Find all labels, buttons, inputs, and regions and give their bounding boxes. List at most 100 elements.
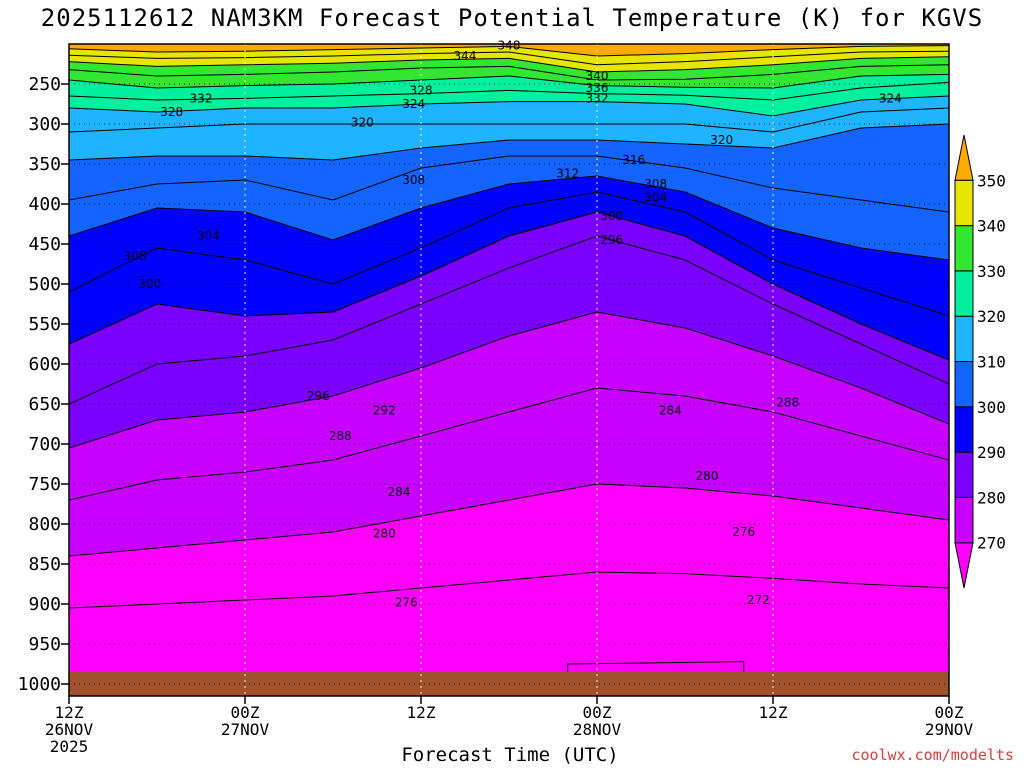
contour-label: 284 [659, 403, 682, 417]
y-tick-label: 900 [28, 594, 61, 615]
contour-label: 272 [747, 593, 770, 607]
colorbar-label: 340 [977, 217, 1006, 236]
colorbar-swatch [954, 315, 974, 362]
contour-line [69, 571, 949, 609]
contour-label: 300 [138, 277, 161, 291]
x-tick-label: 27NOV [221, 720, 270, 739]
contour-label: 288 [776, 395, 799, 409]
x-tick-label: 2025 [50, 737, 89, 756]
contour-line [69, 175, 949, 261]
contour-label: 280 [696, 469, 719, 483]
contour-label: 348 [498, 39, 521, 53]
y-tick-label: 700 [28, 434, 61, 455]
colorbar-legend: 270 280 290 300 310 320 330 340 350 [954, 134, 1006, 589]
colorbar-label: 300 [977, 398, 1006, 417]
contour-label: 308 [402, 173, 425, 187]
y-tick-label: 750 [28, 474, 61, 495]
contour-label: 328 [410, 83, 433, 97]
temperature-band [69, 312, 949, 556]
colorbar-swatch [954, 406, 974, 453]
contour-label: 328 [160, 105, 183, 119]
y-tick-label: 600 [28, 354, 61, 375]
y-tick-label: 650 [28, 394, 61, 415]
y-tick-label: 1000 [18, 674, 61, 695]
contour-label: 280 [373, 527, 396, 541]
contour-label: 320 [710, 133, 733, 147]
x-tick-label: 00Z [231, 703, 260, 722]
colorbar-swatch [954, 542, 974, 589]
contour-label: 304 [644, 191, 667, 205]
colorbar-label: 330 [977, 262, 1006, 281]
contour-label: 300 [600, 209, 623, 223]
x-tick-label: 12Z [407, 703, 436, 722]
contour-label: 340 [586, 69, 609, 83]
colorbar-label: 270 [977, 534, 1006, 553]
y-tick-label: 300 [28, 114, 61, 135]
colorbar-label: 350 [977, 171, 1006, 190]
contour-label: 276 [395, 595, 418, 609]
y-tick-label: 950 [28, 634, 61, 655]
colorbar-label: 290 [977, 443, 1006, 462]
contour-label: 344 [454, 49, 477, 63]
contour-line [69, 191, 949, 317]
contour-line [69, 50, 949, 66]
contour-label: 308 [644, 177, 667, 191]
contour-line [69, 81, 949, 101]
colorbar-label: 280 [977, 488, 1006, 507]
contour-line [69, 211, 949, 361]
contour-label: 292 [373, 403, 396, 417]
y-tick-label: 250 [28, 74, 61, 95]
colorbar-swatch [954, 225, 974, 272]
contour-line [69, 95, 949, 117]
colorbar-label: 310 [977, 353, 1006, 372]
contour-line [69, 387, 949, 501]
y-tick-label: 850 [28, 554, 61, 575]
contour-label: 288 [329, 429, 352, 443]
contour-label: 312 [556, 167, 579, 181]
colorbar-swatch [954, 134, 974, 181]
credit-link[interactable]: coolwx.com/modelts [851, 746, 1014, 764]
contour-label: 276 [732, 525, 755, 539]
colorbar-swatch [954, 451, 974, 498]
contour-line [69, 64, 949, 81]
temperature-band [69, 484, 949, 696]
contour-label: 336 [586, 81, 609, 95]
x-axis-title: Forecast Time (UTC) [401, 744, 619, 766]
contour-label: 284 [388, 485, 411, 499]
plot-frame [68, 43, 950, 697]
y-tick-label: 500 [28, 274, 61, 295]
temperature-band [69, 45, 949, 72]
y-tick-label: 450 [28, 234, 61, 255]
isentrope-contours [69, 45, 949, 609]
contour-line [69, 235, 949, 405]
contour-line [69, 73, 949, 89]
x-tick-label: 29NOV [925, 720, 974, 739]
y-tick-label: 400 [28, 194, 61, 215]
colorbar-swatch [954, 496, 974, 544]
contour-line [69, 483, 949, 557]
contour-label: 316 [622, 153, 645, 167]
chart-title: 2025112612 NAM3KM Forecast Potential Tem… [40, 4, 984, 32]
colorbar-swatch [954, 361, 974, 408]
temperature-band [69, 96, 949, 160]
x-tick-label: 12Z [759, 703, 788, 722]
contour-line [69, 123, 949, 161]
contour-label: 308 [124, 249, 147, 263]
contour-label: 296 [307, 389, 330, 403]
colorbar-swatch [954, 179, 974, 227]
x-tick-label: 00Z [583, 703, 612, 722]
contour-label: 296 [600, 233, 623, 247]
contour-label: 320 [351, 115, 374, 129]
temperature-band [69, 56, 949, 88]
y-tick-label: 550 [28, 314, 61, 335]
y-tick-label: 800 [28, 514, 61, 535]
contour-line [69, 45, 949, 57]
colorbar-label: 320 [977, 307, 1006, 326]
y-tick-label: 350 [28, 154, 61, 175]
x-tick-label: 28NOV [573, 720, 622, 739]
contour-label: 332 [586, 91, 609, 105]
contour-line [69, 56, 949, 73]
temperature-band [69, 44, 949, 56]
